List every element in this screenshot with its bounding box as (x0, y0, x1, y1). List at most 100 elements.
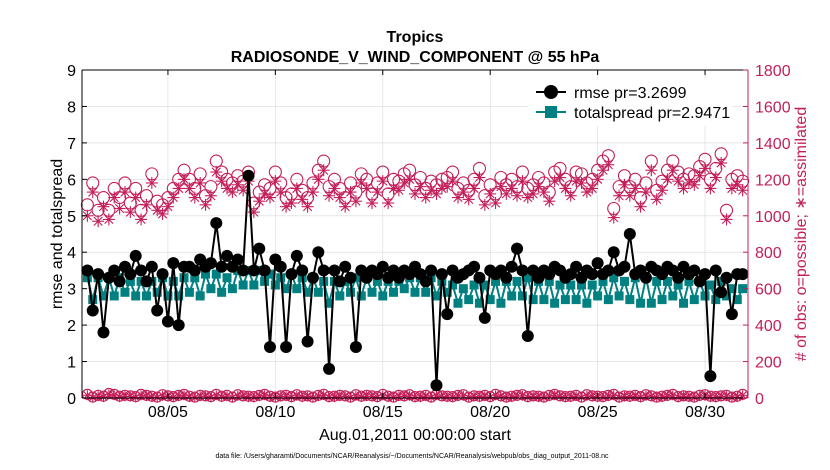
assimilated-obs-point (527, 187, 540, 200)
assimilated-obs-point (140, 198, 153, 211)
totalspread-point (469, 280, 479, 290)
assimilated-obs-point (484, 187, 497, 200)
asterisk-stroke (523, 192, 533, 203)
assimilated-obs-point (677, 182, 690, 195)
rmse-point (145, 260, 158, 273)
rmse-point (323, 362, 336, 375)
asterisk-stroke (512, 191, 522, 201)
asterisk-stroke (539, 187, 549, 197)
x-tick-label: 08/30 (685, 404, 725, 421)
rmse-point (317, 264, 330, 277)
totalspread-point (421, 287, 431, 297)
assimilated-obs-point (102, 213, 115, 226)
totalspread-point (120, 287, 130, 297)
assimilated-obs-point (301, 200, 314, 213)
totalspread-point (657, 295, 667, 305)
asterisk-stroke (485, 189, 495, 199)
y-left-tick-label: 2 (67, 318, 76, 335)
y-left-tick-label: 0 (67, 391, 76, 408)
assimilated-obs-point (178, 173, 191, 186)
asterisk-stroke (636, 393, 645, 402)
rmse-point (468, 260, 481, 273)
assimilated-obs-point (92, 215, 105, 228)
assimilated-obs-point (639, 186, 652, 199)
rmse-point (623, 228, 636, 240)
assimilated-obs-point (172, 182, 185, 195)
asterisk-stroke (313, 174, 323, 184)
asterisk-stroke (302, 202, 313, 212)
rmse-point (242, 169, 255, 182)
asterisk-stroke (464, 194, 474, 205)
asterisk-stroke (544, 196, 554, 206)
assimilated-obs-point (167, 191, 180, 204)
legend-spread-label: totalspread pr=2.9471 (574, 105, 730, 122)
rmse-point (435, 268, 448, 281)
assimilated-obs-point (629, 182, 642, 195)
assimilated-obs-point (124, 206, 137, 219)
asterisk-stroke (169, 393, 178, 402)
totalspread-point (131, 291, 141, 301)
rmse-point (473, 271, 486, 284)
assimilated-obs-point (199, 198, 212, 211)
totalspread-point (598, 276, 608, 286)
totalspread-point (550, 298, 560, 308)
asterisk-stroke (705, 183, 716, 194)
asterisk-stroke (404, 174, 415, 184)
asterisk-stroke (437, 183, 447, 194)
asterisk-stroke (254, 196, 264, 206)
rmse-point (618, 260, 631, 273)
rmse-point (92, 268, 105, 281)
x-axis-label: Aug.01,2011 00:00:00 start (319, 427, 511, 444)
asterisk-stroke (330, 393, 339, 402)
asterisk-stroke (168, 192, 178, 203)
asterisk-stroke (286, 198, 297, 208)
asterisk-stroke (448, 393, 457, 402)
totalspread-point (711, 295, 721, 305)
asterisk-stroke (287, 393, 296, 402)
asterisk-stroke (716, 158, 726, 168)
assimilated-obs-point (392, 184, 405, 197)
asterisk-stroke (695, 171, 705, 181)
totalspread-point (174, 291, 184, 301)
totalspread-point (566, 280, 576, 290)
asterisk-stroke (93, 216, 103, 226)
assimilated-obs-point (285, 197, 298, 210)
assimilated-obs-point (570, 175, 583, 188)
asterisk-stroke (566, 393, 575, 402)
totalspread-point (700, 291, 710, 301)
asterisk-stroke (340, 202, 350, 212)
totalspread-point (378, 291, 388, 301)
totalspread-point (184, 287, 194, 297)
rmse-point (672, 271, 685, 284)
asterisk-stroke (217, 393, 226, 402)
asterisk-stroke (426, 185, 436, 195)
rmse-point (290, 249, 303, 262)
totalspread-point (668, 291, 678, 301)
assimilated-obs-point (183, 182, 196, 195)
rmse-point (699, 268, 712, 281)
asterisk-stroke (109, 192, 119, 203)
totalspread-point (222, 273, 232, 283)
asterisk-stroke (195, 178, 205, 188)
asterisk-stroke (700, 163, 710, 174)
totalspread-point (491, 276, 501, 286)
totalspread-point (217, 287, 227, 297)
assimilated-obs-point (720, 213, 733, 226)
assimilated-obs-point (586, 182, 599, 195)
x-tick-label: 08/05 (148, 404, 188, 421)
totalspread-point (614, 291, 624, 301)
asterisk-stroke (104, 214, 114, 225)
rmse-point (204, 257, 217, 270)
rmse-point (478, 311, 491, 324)
totalspread-point (738, 284, 748, 294)
assimilated-obs-point (607, 211, 620, 224)
asterisk-stroke (174, 183, 184, 194)
asterisk-stroke (711, 393, 720, 402)
totalspread-point (372, 276, 382, 286)
asterisk-stroke (400, 392, 409, 401)
totalspread-point (593, 291, 603, 301)
totalspread-point (619, 276, 629, 286)
rmse-point (720, 271, 733, 284)
totalspread-point (303, 287, 313, 297)
asterisk-stroke (115, 393, 124, 402)
